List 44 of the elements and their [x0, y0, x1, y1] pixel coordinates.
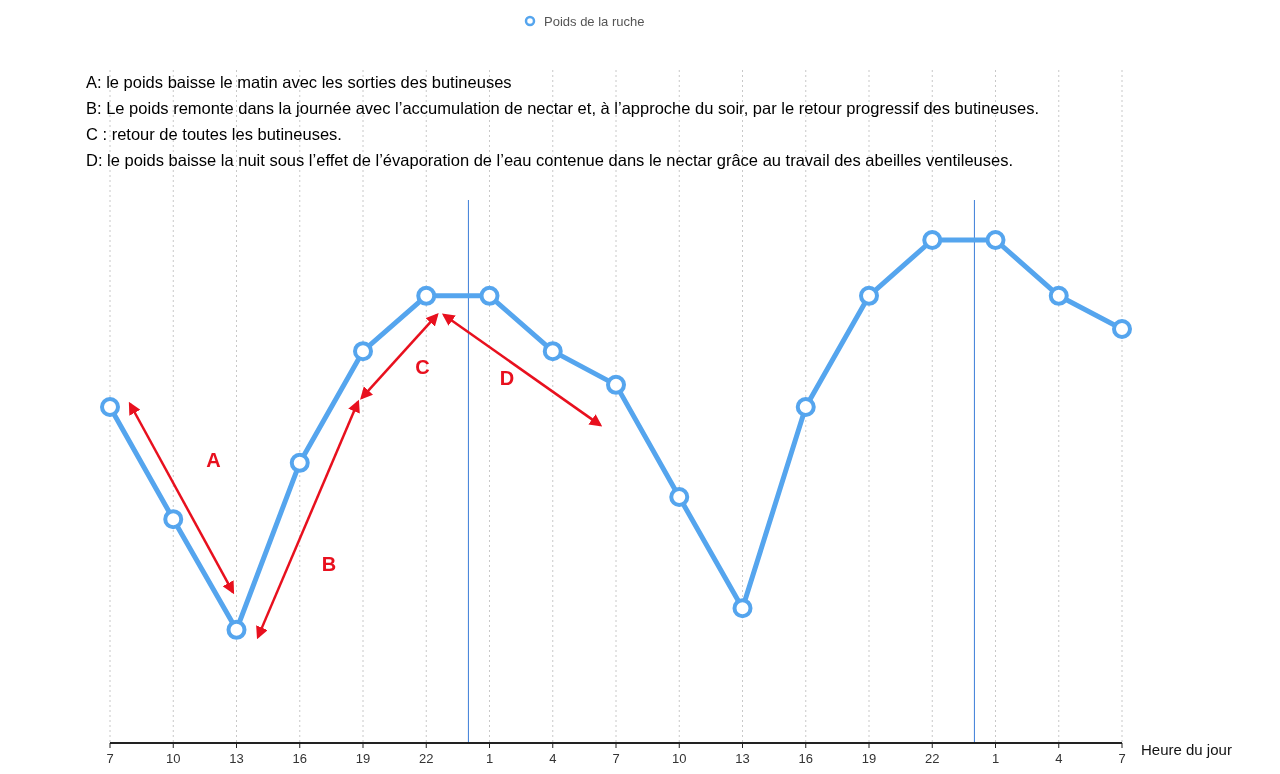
x-tick-label: 1	[485, 751, 494, 766]
x-tick-label: 22	[925, 751, 940, 766]
point	[859, 285, 879, 306]
x-tick-label: 7	[612, 751, 620, 766]
point	[985, 230, 1006, 250]
point	[922, 230, 943, 250]
point	[732, 598, 753, 619]
x-tick-label: 7	[1118, 751, 1126, 766]
x-tick-label: 16	[798, 751, 813, 766]
point	[795, 397, 816, 417]
x-tick-label: 19	[861, 751, 877, 766]
text: B: Le poids remonte dans la journée avec l’accumulation de nectar et, à l’approche du soir, par le retour progressif des butineuses.	[86, 99, 1039, 117]
point	[1048, 285, 1069, 306]
text: A: le poids baisse le matin avec les sorties des butineuses	[86, 73, 512, 91]
text: D: le poids baisse la nuit sous l’effet de l’évaporation de l’eau contenue dans le nectar grâce au travail des abeilles ventileuses.	[86, 151, 1014, 169]
point	[542, 341, 563, 362]
point	[669, 487, 690, 508]
annotation: D	[499, 367, 515, 390]
legend-label: Poids de la ruche	[544, 13, 645, 29]
annotation: C	[415, 355, 430, 378]
point	[353, 341, 373, 362]
x-tick-label: 13	[229, 751, 244, 766]
x-tick-label: 13	[735, 751, 750, 766]
x-tick-label: 10	[166, 751, 181, 766]
annotation: A	[206, 449, 221, 472]
point	[1112, 319, 1132, 340]
point	[163, 509, 184, 530]
point	[606, 374, 626, 395]
x-axis-title: Heure du jour	[1141, 741, 1232, 758]
x-tick-label: 22	[419, 751, 434, 766]
point	[226, 619, 247, 640]
x-tick-label: 7	[106, 751, 114, 766]
x-tick-label: 4	[549, 751, 557, 766]
annotation: B	[321, 552, 337, 575]
x-tick-label: 16	[292, 751, 307, 766]
point	[479, 285, 500, 306]
point	[416, 285, 437, 306]
x-tick-label: 10	[672, 751, 687, 766]
point	[289, 452, 310, 473]
point	[100, 397, 120, 417]
text: C : retour de toutes les butineuses.	[86, 125, 342, 143]
x-tick-label: 4	[1055, 751, 1063, 766]
x-tick-label: 19	[355, 751, 371, 766]
x-tick-label: 1	[991, 751, 1000, 766]
